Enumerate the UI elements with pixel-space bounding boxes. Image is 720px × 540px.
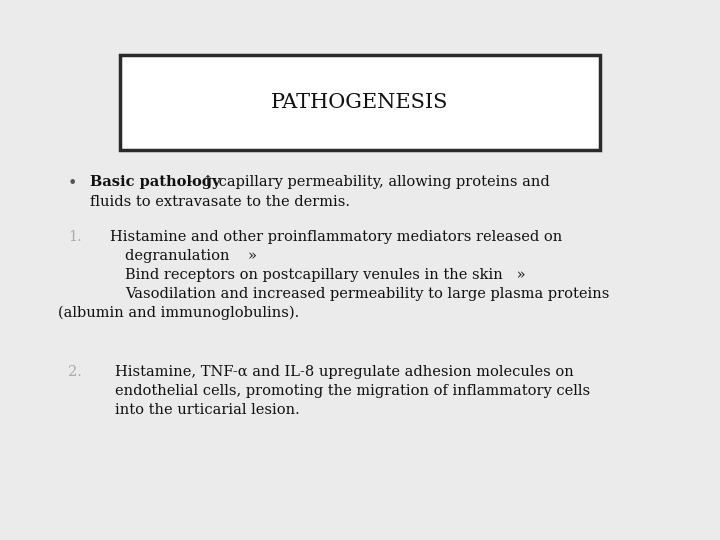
Text: endothelial cells, promoting the migration of inflammatory cells: endothelial cells, promoting the migrati… xyxy=(115,384,590,398)
Text: •: • xyxy=(68,175,77,192)
Text: fluids to extravasate to the dermis.: fluids to extravasate to the dermis. xyxy=(90,195,350,209)
FancyBboxPatch shape xyxy=(120,55,600,150)
Text: -  ↑ capillary permeability, allowing proteins and: - ↑ capillary permeability, allowing pro… xyxy=(183,175,550,189)
Text: 2.: 2. xyxy=(68,365,82,379)
Text: into the urticarial lesion.: into the urticarial lesion. xyxy=(115,403,300,417)
Text: 1.: 1. xyxy=(68,230,82,244)
Text: Basic pathology: Basic pathology xyxy=(90,175,220,189)
Text: Histamine, TNF-α and IL-8 upregulate adhesion molecules on: Histamine, TNF-α and IL-8 upregulate adh… xyxy=(115,365,574,379)
Text: (albumin and immunoglobulins).: (albumin and immunoglobulins). xyxy=(58,306,300,320)
Text: PATHOGENESIS: PATHOGENESIS xyxy=(271,93,449,112)
Text: degranulation    »: degranulation » xyxy=(125,249,257,263)
Text: Histamine and other proinflammatory mediators released on: Histamine and other proinflammatory medi… xyxy=(110,230,562,244)
Text: Vasodilation and increased permeability to large plasma proteins: Vasodilation and increased permeability … xyxy=(125,287,609,301)
Text: Bind receptors on postcapillary venules in the skin   »: Bind receptors on postcapillary venules … xyxy=(125,268,526,282)
